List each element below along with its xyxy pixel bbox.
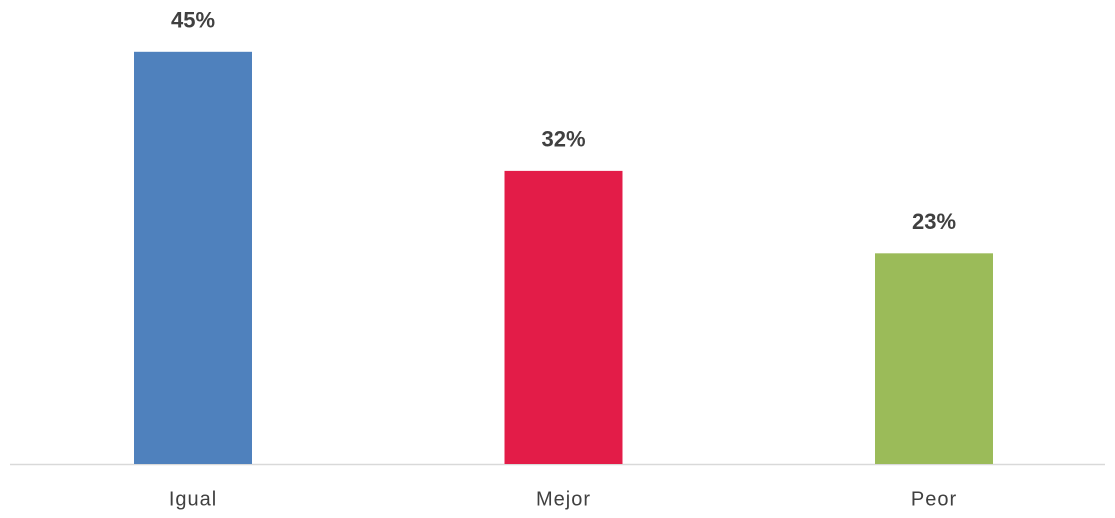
bar bbox=[504, 170, 623, 464]
x-tick-label: Peor bbox=[911, 488, 957, 510]
value-label: 23% bbox=[912, 209, 956, 234]
value-label: 45% bbox=[171, 8, 215, 33]
value-label: 32% bbox=[541, 127, 585, 152]
bar bbox=[134, 51, 252, 465]
x-tick-label: Igual bbox=[169, 488, 217, 510]
bar bbox=[875, 253, 993, 464]
x-tick-label: Mejor bbox=[536, 488, 591, 510]
